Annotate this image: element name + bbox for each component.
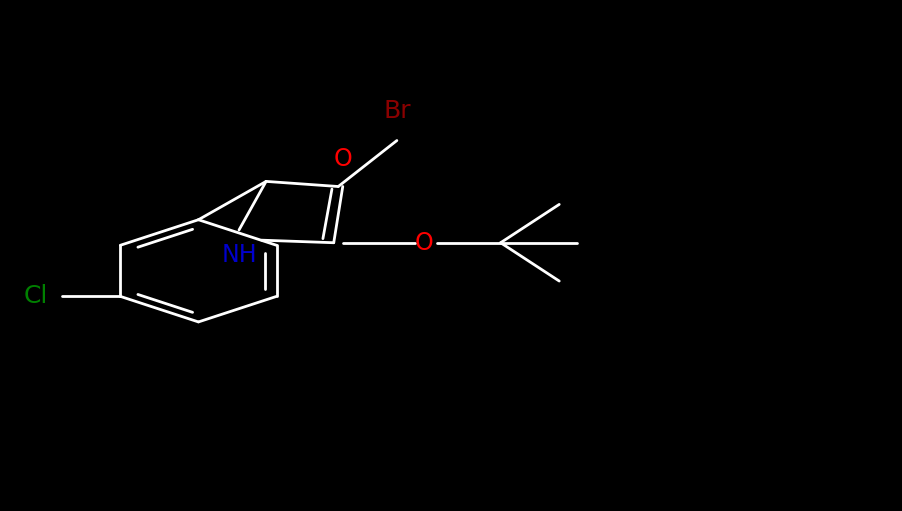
Text: Br: Br — [383, 99, 410, 123]
Text: O: O — [334, 147, 352, 171]
Text: Cl: Cl — [23, 285, 48, 308]
Text: NH: NH — [221, 243, 257, 267]
Text: O: O — [415, 231, 433, 254]
